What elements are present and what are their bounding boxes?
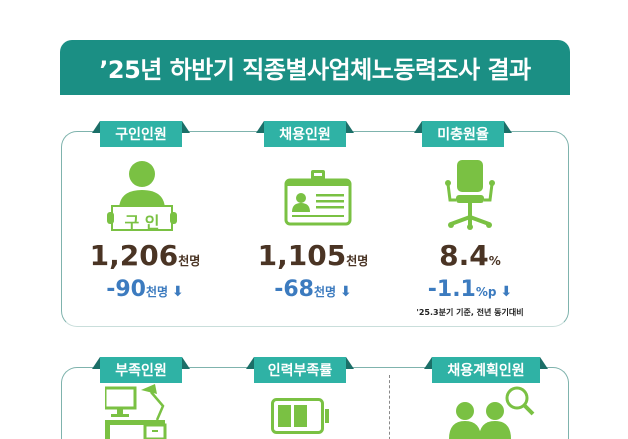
unfilled-rate-change: -1.1%p ⬇ xyxy=(395,277,545,305)
job-openings-change: -90천명 ⬇ xyxy=(70,277,220,305)
id-card-icon xyxy=(283,170,353,226)
tab-hiring-plan: 채용계획인원 xyxy=(424,357,548,383)
page-title: ’25년 하반기 직종별사업체노동력조사 결과 xyxy=(99,56,531,84)
tab-shortage: 부족인원 xyxy=(92,357,190,383)
battery-icon xyxy=(271,398,331,434)
unfilled-rate-value: 8.4% xyxy=(439,239,501,272)
tab-job-openings: 구인인원 xyxy=(92,121,190,147)
title-bar: ’25년 하반기 직종별사업체노동력조사 결과 xyxy=(60,40,570,95)
job-openings-stat: 1,206천명 -90천명 ⬇ xyxy=(70,240,220,305)
people-search-icon xyxy=(447,383,537,439)
job-openings-value: 1,206천명 xyxy=(89,239,201,272)
down-arrow-icon: ⬇ xyxy=(172,284,184,300)
unfilled-rate-stat: 8.4% -1.1%p ⬇ '25.3분기 기준, 전년 동기대비 xyxy=(395,240,545,318)
hires-value: 1,105천명 xyxy=(257,239,369,272)
down-arrow-icon: ⬇ xyxy=(340,284,352,300)
divider xyxy=(389,375,390,439)
down-arrow-icon: ⬇ xyxy=(500,284,513,300)
tab-unfilled-rate: 미충원율 xyxy=(414,121,512,147)
office-chair-icon xyxy=(445,160,495,230)
footnote: '25.3분기 기준, 전년 동기대비 xyxy=(416,308,524,317)
person-holding-sign-icon: 구 인 xyxy=(107,160,177,232)
hires-change: -68천명 ⬇ xyxy=(238,277,388,305)
tab-hires: 채용인원 xyxy=(256,121,354,147)
tab-shortage-rate: 인력부족률 xyxy=(246,357,354,383)
hires-stat: 1,105천명 -68천명 ⬇ xyxy=(238,240,388,305)
desk-lamp-icon xyxy=(103,384,170,439)
